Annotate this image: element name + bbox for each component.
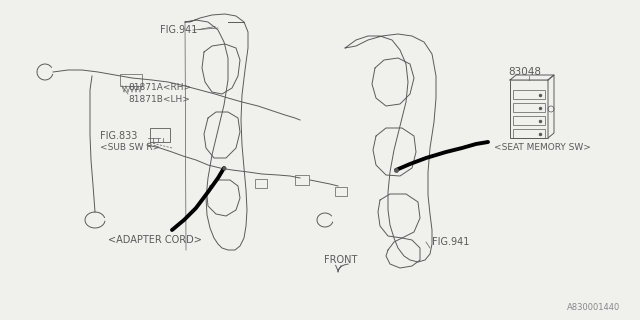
Polygon shape [548, 75, 554, 138]
Bar [150, 128, 170, 142]
Text: A830001440: A830001440 [567, 303, 620, 312]
Text: <ADAPTER CORD>: <ADAPTER CORD> [108, 235, 202, 245]
Bar [510, 80, 548, 138]
Text: 81871A<RH>: 81871A<RH> [128, 84, 191, 92]
Bar [335, 187, 347, 196]
Bar [513, 90, 545, 99]
Text: FIG.833: FIG.833 [100, 131, 138, 141]
Text: <SEAT MEMORY SW>: <SEAT MEMORY SW> [494, 143, 591, 153]
Polygon shape [510, 75, 554, 80]
Bar [295, 175, 309, 185]
Text: 83048: 83048 [508, 67, 541, 77]
Bar [513, 103, 545, 112]
Bar [513, 129, 545, 138]
Text: FIG.941: FIG.941 [432, 237, 469, 247]
Bar [513, 116, 545, 125]
Bar [255, 179, 267, 188]
Text: FIG.941: FIG.941 [160, 25, 197, 35]
Text: FRONT: FRONT [324, 255, 357, 265]
Text: 81871B<LH>: 81871B<LH> [128, 95, 190, 105]
Text: <SUB SW R>: <SUB SW R> [100, 143, 160, 153]
